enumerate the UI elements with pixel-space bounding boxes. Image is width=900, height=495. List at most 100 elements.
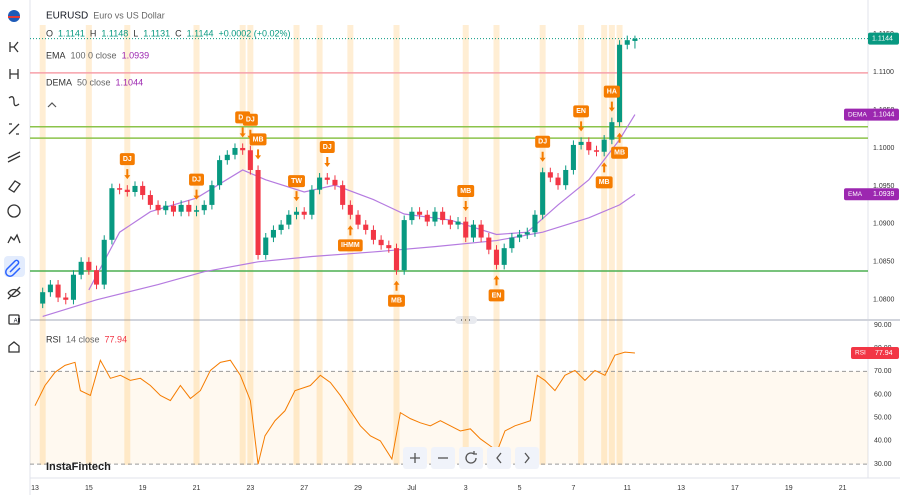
- candle-body: [555, 177, 561, 186]
- pattern-badge: [119, 153, 135, 166]
- candle-body: [317, 177, 323, 190]
- ohlc-value: 1.1148: [101, 28, 128, 38]
- candle-body: [109, 188, 115, 240]
- tool-cursor[interactable]: [9, 41, 19, 53]
- candle-body: [370, 229, 376, 240]
- tool-emoji[interactable]: [7, 204, 21, 218]
- pattern-highlight: [578, 25, 585, 465]
- pattern-label: DJ: [123, 156, 132, 163]
- candle-body: [278, 224, 284, 230]
- zoom-in-icon: [410, 453, 420, 463]
- brand: InstaFintech: [46, 461, 111, 473]
- overlay-tag: [844, 188, 899, 201]
- candle-body: [401, 220, 407, 271]
- pattern-arrow: [608, 101, 615, 112]
- indicator-value: 1.1044: [116, 77, 144, 87]
- pattern-arrow: [239, 127, 246, 138]
- indicator-name: DEMA: [46, 77, 72, 87]
- candle-body: [524, 232, 530, 235]
- tool-magnet[interactable]: [5, 259, 21, 277]
- candle-body: [193, 210, 200, 212]
- pattern-label: EN: [576, 108, 586, 115]
- candle-body: [78, 261, 84, 275]
- pattern-badge: [573, 105, 589, 118]
- candle-body: [140, 185, 146, 196]
- tool-trend[interactable]: [8, 123, 20, 135]
- pattern-arrow: [601, 162, 608, 173]
- tool-hide[interactable]: [7, 286, 21, 300]
- ohlc-value: 1.1141: [58, 28, 85, 38]
- tool-home[interactable]: [8, 341, 20, 353]
- pattern-arrow: [616, 132, 623, 143]
- candle-body: [586, 141, 592, 151]
- symbol-title: EURUSD: [46, 11, 88, 22]
- tool-fx[interactable]: [8, 96, 20, 107]
- candle-body: [293, 211, 300, 215]
- tool-brush[interactable]: [8, 180, 21, 193]
- candle-body: [417, 211, 423, 215]
- symbol-subtitle: Euro vs US Dollar: [93, 10, 165, 20]
- x-tick-label: 5: [518, 485, 522, 492]
- candle-body: [478, 224, 484, 238]
- candle-body: [301, 211, 307, 215]
- reset[interactable]: [459, 447, 483, 469]
- pattern-arrow: [462, 201, 469, 212]
- candle-body: [409, 211, 415, 221]
- candle-body: [178, 204, 184, 212]
- indicator-name: EMA: [46, 50, 66, 60]
- candle-body: [355, 214, 361, 225]
- pattern-highlight: [193, 25, 200, 465]
- candle-body: [570, 144, 576, 170]
- tool-fib[interactable]: [7, 151, 21, 163]
- candle-body: [617, 44, 623, 123]
- rsi-tag-name: RSI: [855, 350, 866, 357]
- collapse-legend[interactable]: [47, 102, 57, 108]
- candle-body: [324, 177, 330, 180]
- overlay-tag-value: 1.0939: [873, 191, 895, 198]
- candle-body: [493, 249, 500, 265]
- pattern-label: IHMM: [341, 242, 360, 249]
- candle-body: [40, 292, 46, 304]
- pattern-label: MB: [614, 150, 625, 157]
- candle-body: [55, 284, 61, 298]
- tool-patterns[interactable]: [7, 233, 21, 244]
- x-tick-label: 29: [354, 485, 362, 492]
- pattern-highlight: [316, 25, 323, 465]
- pattern-badge: [189, 173, 204, 186]
- candle-body: [70, 274, 76, 300]
- tool-lines[interactable]: [9, 69, 19, 79]
- scroll-left[interactable]: [487, 447, 511, 469]
- plot: DJDJDJDJMBTWDJIHMMMBMBENDJENHAMBMB1.0800…: [30, 10, 899, 492]
- x-tick-label: 27: [300, 485, 308, 492]
- scroll-right[interactable]: [515, 447, 539, 469]
- candle-body: [501, 248, 507, 265]
- candle-body: [463, 221, 469, 238]
- candle-body: [93, 270, 100, 285]
- candle-body: [340, 185, 346, 205]
- candle-body: [509, 237, 515, 249]
- y-tick-label: 1.1000: [873, 145, 895, 152]
- candle-body: [186, 204, 192, 212]
- rsi-y-tick-label: 30.00: [874, 461, 892, 468]
- pattern-highlight: [608, 25, 615, 465]
- rsi-value: 77.94: [105, 334, 128, 344]
- rsi-tag-value: 77.94: [875, 350, 893, 357]
- pattern-label: MB: [253, 136, 264, 143]
- pattern-arrow: [578, 121, 585, 132]
- candle-body: [593, 150, 600, 152]
- ohlc-value: 1.1144: [187, 28, 214, 38]
- ohlc-label: C: [175, 28, 182, 38]
- candle-body: [63, 297, 69, 300]
- pattern-label: DJ: [238, 114, 247, 121]
- pattern-arrow: [539, 151, 546, 162]
- pattern-label: MB: [460, 188, 471, 195]
- candle-body: [263, 237, 269, 255]
- candle-body: [332, 179, 338, 186]
- rsi-y-tick-label: 60.00: [874, 391, 892, 398]
- pattern-badge: [319, 141, 335, 154]
- pattern-label: DJ: [246, 117, 255, 124]
- candle-body: [363, 224, 369, 230]
- tool-trash[interactable]: [8, 314, 20, 325]
- pattern-arrow: [124, 169, 131, 180]
- x-tick-label: 13: [31, 485, 39, 492]
